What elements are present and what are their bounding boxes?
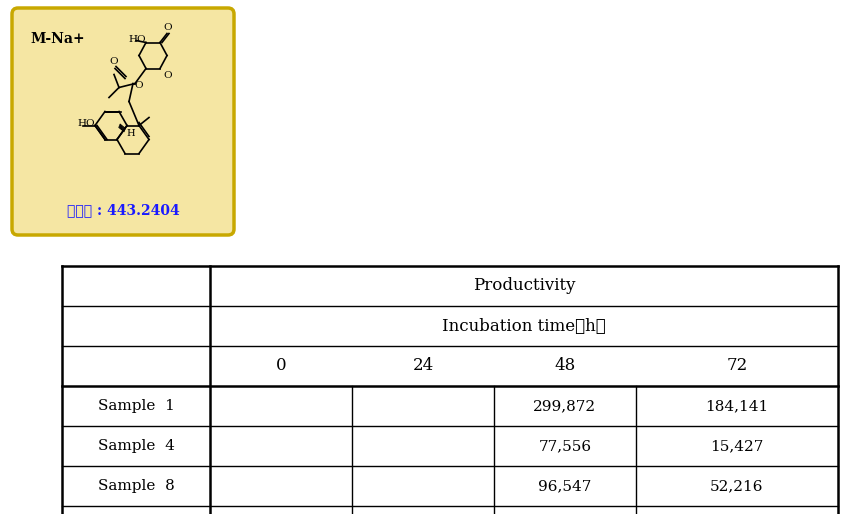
FancyBboxPatch shape	[12, 8, 234, 235]
Text: 96,547: 96,547	[537, 479, 591, 493]
Text: HO: HO	[128, 34, 146, 44]
Text: H: H	[126, 130, 135, 138]
Text: O: O	[163, 70, 171, 80]
Text: Sample  1: Sample 1	[97, 399, 174, 413]
Text: 이론치 : 443.2404: 이론치 : 443.2404	[67, 203, 179, 217]
Text: O: O	[109, 58, 118, 66]
Text: 24: 24	[412, 358, 433, 375]
Text: O: O	[134, 81, 142, 89]
Text: 0: 0	[276, 358, 286, 375]
Text: Sample  4: Sample 4	[97, 439, 174, 453]
Text: Sample  8: Sample 8	[97, 479, 174, 493]
Text: 299,872: 299,872	[533, 399, 596, 413]
Text: 184,141: 184,141	[705, 399, 768, 413]
Text: O: O	[163, 23, 171, 31]
Text: 48: 48	[554, 358, 575, 375]
Text: Incubation time（h）: Incubation time（h）	[442, 318, 605, 335]
Text: 77,556: 77,556	[537, 439, 591, 453]
Text: M-Na+: M-Na+	[30, 32, 84, 46]
Text: 52,216: 52,216	[710, 479, 763, 493]
Text: 72: 72	[726, 358, 746, 375]
Text: HO: HO	[77, 119, 95, 127]
Text: 15,427: 15,427	[710, 439, 763, 453]
Text: Productivity: Productivity	[473, 278, 575, 295]
